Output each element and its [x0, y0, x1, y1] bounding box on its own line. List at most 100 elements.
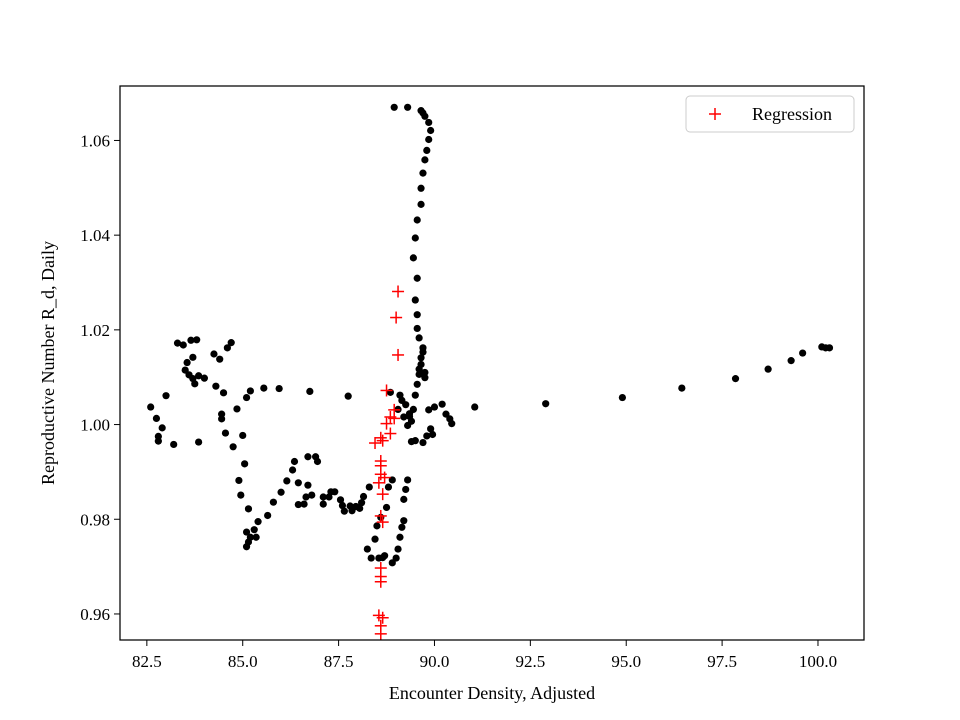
data-point — [419, 438, 427, 447]
data-point — [358, 499, 366, 507]
regression-point — [374, 575, 387, 588]
x-axis: 82.5 85.0 87.5 90.0 92.5 95.0 97.5 100.0 — [132, 640, 837, 671]
data-point — [363, 545, 371, 553]
x-tick-label: 97.5 — [707, 652, 737, 671]
regression-point — [376, 434, 389, 447]
data-point — [210, 350, 218, 358]
data-point — [336, 496, 345, 504]
data-point — [246, 533, 254, 541]
data-point — [394, 545, 402, 553]
regression-point — [369, 437, 382, 450]
data-point — [411, 234, 419, 242]
data-point — [193, 336, 201, 344]
data-point — [250, 526, 258, 534]
regression-point — [374, 627, 387, 640]
regression-point — [384, 427, 397, 440]
data-point — [427, 425, 435, 433]
data-point — [371, 535, 379, 543]
regression-point — [380, 417, 393, 430]
data-point — [400, 495, 408, 503]
data-point — [239, 431, 247, 440]
data-point — [191, 380, 199, 388]
data-point — [423, 146, 431, 154]
data-point — [189, 353, 197, 361]
data-point — [413, 274, 421, 282]
data-point — [195, 372, 203, 380]
data-point — [304, 453, 312, 461]
data-point — [302, 493, 310, 501]
data-point — [398, 523, 406, 531]
regression-points-group — [369, 285, 405, 640]
y-tick-label: 1.02 — [80, 321, 110, 340]
data-point — [170, 440, 178, 449]
data-point — [384, 483, 393, 491]
data-point — [187, 336, 195, 344]
data-point — [411, 391, 419, 399]
data-point — [340, 507, 348, 515]
y-tick-label: 0.98 — [80, 510, 110, 529]
data-point — [413, 311, 421, 319]
data-point — [421, 368, 429, 377]
data-point — [288, 466, 297, 474]
legend-box — [685, 95, 855, 133]
data-point — [319, 493, 327, 501]
data-point — [471, 403, 479, 411]
data-point — [246, 387, 254, 395]
data-points-group — [147, 103, 834, 567]
regression-point — [372, 476, 385, 489]
data-point — [417, 184, 425, 192]
data-point — [216, 355, 224, 363]
x-axis-label: Encounter Density, Adjusted — [389, 683, 595, 703]
data-point — [264, 511, 272, 520]
data-point — [417, 360, 425, 369]
data-point — [304, 481, 312, 489]
data-point — [319, 500, 327, 508]
data-point — [417, 354, 425, 362]
data-point — [277, 488, 285, 496]
data-point — [269, 498, 278, 506]
data-point — [359, 492, 368, 501]
data-point — [252, 533, 260, 541]
plot-area — [147, 103, 834, 640]
data-point — [223, 344, 231, 352]
regression-point — [376, 516, 389, 529]
data-point — [233, 405, 241, 413]
regression-point — [374, 509, 387, 522]
x-tick-label: 92.5 — [515, 652, 545, 671]
data-point — [237, 491, 245, 499]
data-point — [212, 382, 220, 390]
x-tick-label: 82.5 — [132, 652, 162, 671]
data-point — [158, 424, 166, 432]
data-point — [356, 504, 364, 512]
x-tick-label: 95.0 — [611, 652, 641, 671]
data-point — [173, 339, 182, 347]
data-point — [423, 432, 431, 440]
data-point — [409, 405, 417, 414]
data-point — [402, 401, 410, 409]
y-tick-label: 0.96 — [80, 605, 110, 624]
data-point — [313, 457, 322, 466]
data-point — [404, 103, 412, 111]
y-axis: 0.96 0.98 1.00 1.02 1.04 1.06 — [80, 131, 120, 624]
data-point — [400, 517, 408, 525]
data-point — [294, 500, 302, 509]
axes-frame — [119, 85, 865, 641]
data-point — [306, 387, 314, 396]
regression-point — [392, 348, 405, 361]
data-point — [415, 370, 423, 378]
regression-point — [388, 412, 401, 425]
data-point — [195, 438, 203, 446]
x-tick-label: 100.0 — [799, 652, 837, 671]
data-point — [227, 339, 235, 347]
data-point — [425, 406, 433, 414]
y-tick-label: 1.00 — [80, 416, 110, 435]
data-point — [421, 374, 429, 382]
data-point — [147, 403, 155, 411]
data-point — [382, 503, 391, 512]
regression-point — [378, 471, 391, 484]
data-point — [331, 488, 339, 496]
data-point — [254, 518, 262, 526]
data-point — [404, 421, 412, 430]
data-point — [404, 476, 412, 484]
